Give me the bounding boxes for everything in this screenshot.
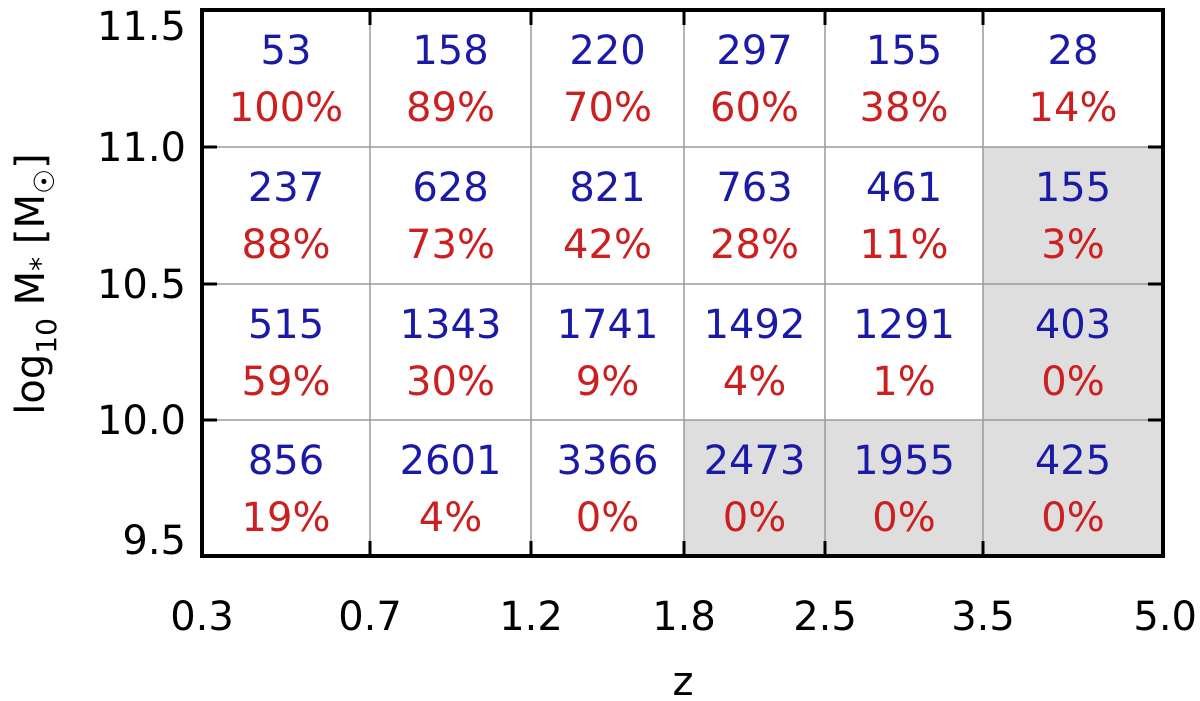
cell-count: 155 xyxy=(866,28,942,74)
cell-count: 1955 xyxy=(853,438,955,484)
cell-fraction: 0% xyxy=(1041,495,1104,541)
cell-count: 2601 xyxy=(400,438,502,484)
cell-fraction: 70% xyxy=(563,85,652,131)
shaded-cell xyxy=(983,147,1163,284)
cell-fraction: 59% xyxy=(242,359,331,405)
cell-fraction: 11% xyxy=(860,222,949,268)
cell-count: 158 xyxy=(412,28,488,74)
cell-fraction: 9% xyxy=(576,359,639,405)
shaded-cells xyxy=(684,147,1163,556)
cell-count: 856 xyxy=(248,438,324,484)
cell-fraction: 1% xyxy=(872,359,935,405)
grid-lines xyxy=(202,10,1163,556)
shaded-cell xyxy=(825,420,983,556)
cell-fraction: 0% xyxy=(723,495,786,541)
cell-fraction: 88% xyxy=(242,222,331,268)
cell-count: 821 xyxy=(569,165,645,211)
cell-count: 515 xyxy=(248,302,324,348)
cell-count: 297 xyxy=(716,28,792,74)
x-axis-label: z xyxy=(673,659,694,701)
cell-fraction: 42% xyxy=(563,222,652,268)
cell-fraction: 28% xyxy=(710,222,799,268)
y-tick-labels: 9.5 10.0 10.5 11.0 11.5 xyxy=(97,4,186,564)
cell-count: 2473 xyxy=(704,438,806,484)
cell-count: 1741 xyxy=(557,302,659,348)
cell-count: 1291 xyxy=(853,302,955,348)
cell-fraction: 89% xyxy=(406,85,495,131)
shaded-cell xyxy=(684,420,825,556)
cell-fraction: 3% xyxy=(1041,222,1104,268)
x-tick-label: 2.5 xyxy=(793,594,857,640)
cell-fraction: 73% xyxy=(406,222,495,268)
shaded-cell xyxy=(983,284,1163,420)
x-tick-label: 1.8 xyxy=(652,594,716,640)
cell-count: 53 xyxy=(261,28,312,74)
y-tick-label: 11.5 xyxy=(97,4,186,50)
cell-fraction: 0% xyxy=(872,495,935,541)
cell-fraction: 19% xyxy=(242,495,331,541)
x-tick-label: 3.5 xyxy=(951,594,1015,640)
x-tick-label: 0.3 xyxy=(170,594,234,640)
cell-fraction: 100% xyxy=(229,85,343,131)
y-tick-label: 10.0 xyxy=(97,398,186,444)
cell-fraction: 0% xyxy=(576,495,639,541)
cell-count: 461 xyxy=(866,165,942,211)
cell-count: 3366 xyxy=(557,438,659,484)
cell-count: 237 xyxy=(248,165,324,211)
cell-fraction: 38% xyxy=(860,85,949,131)
cell-fraction: 4% xyxy=(419,495,482,541)
cell-fraction: 4% xyxy=(723,359,786,405)
cell-fraction: 14% xyxy=(1029,85,1118,131)
cell-count: 628 xyxy=(412,165,488,211)
cell-fraction: 0% xyxy=(1041,359,1104,405)
cell-fraction: 30% xyxy=(406,359,495,405)
cell-count: 220 xyxy=(569,28,645,74)
cell-values: 53 100% 158 89% 220 70% 297 60% 155 38% 28 14% 237 88… xyxy=(229,28,1118,541)
x-tick-label: 1.2 xyxy=(499,594,563,640)
cell-count: 1492 xyxy=(704,302,806,348)
shaded-cell xyxy=(983,420,1163,556)
y-tick-label: 11.0 xyxy=(97,125,186,171)
x-tick-labels: 0.3 0.7 1.2 1.8 2.5 3.5 5.0 xyxy=(170,594,1197,640)
x-tick-label: 0.7 xyxy=(338,594,402,640)
ticks xyxy=(202,10,1163,556)
y-tick-label: 9.5 xyxy=(122,518,186,564)
y-tick-label: 10.5 xyxy=(97,262,186,308)
cell-count: 1343 xyxy=(400,302,502,348)
cell-count: 763 xyxy=(716,165,792,211)
cell-count: 403 xyxy=(1035,302,1111,348)
cell-count: 28 xyxy=(1048,28,1099,74)
cell-fraction: 60% xyxy=(710,85,799,131)
cell-count: 155 xyxy=(1035,165,1111,211)
cell-count: 425 xyxy=(1035,438,1111,484)
x-tick-label: 5.0 xyxy=(1133,594,1197,640)
y-axis-label: log10 M* [M☉] xyxy=(8,153,63,414)
